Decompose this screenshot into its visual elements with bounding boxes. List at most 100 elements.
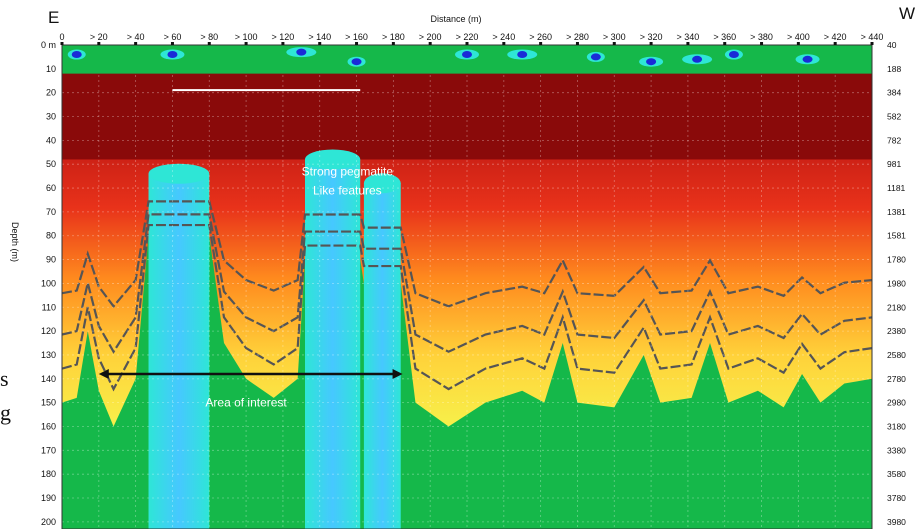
contour-line-2 [62,213,872,354]
area-of-interest-arrow [98,369,403,380]
x-tick-mark [318,42,322,45]
x-tick-label: > 80 [200,32,218,42]
arrow-head-left [98,369,109,380]
surface-anomaly-core [462,51,472,59]
x-tick-mark [833,42,837,45]
high-resistivity-band [62,73,872,160]
y-tick-label: 130 [41,350,56,360]
x-tick-label: > 180 [382,32,405,42]
pegmatite-zone-1 [148,173,210,529]
y-tick-label: 170 [41,445,56,455]
x-tick-label: > 100 [235,32,258,42]
y-tick-label: 40 [46,135,56,145]
surface-anomaly-core [590,53,601,61]
x-tick-mark [60,42,64,45]
y-tick-label: 140 [41,374,56,384]
y-axis-title: Depth (m) [10,222,20,262]
left-edge-glyph-1: s [0,366,9,391]
right-tick-label: 384 [887,88,901,98]
right-tick-label: 3980 [887,517,906,527]
x-tick-label: > 280 [566,32,589,42]
x-tick-mark [244,42,248,45]
surface-anomaly-core [802,55,813,63]
x-tick-mark [355,42,359,45]
right-tick-label: 1780 [887,255,906,265]
x-tick-mark [281,42,285,45]
surface-anomaly-core [692,55,703,63]
right-tick-label: 2580 [887,350,906,360]
arrow-head-right [392,369,403,380]
right-tick-label: 782 [887,135,901,145]
right-tick-label: 3780 [887,493,906,503]
x-tick-label: > 440 [861,32,884,42]
plot-area [62,45,872,529]
x-tick-label: > 320 [640,32,663,42]
pegmatite-zone-cap-3 [363,173,401,194]
x-tick-label: > 120 [272,32,295,42]
y-tick-label: 200 [41,517,56,527]
right-tick-label: 2780 [887,374,906,384]
survey-gap-marker [172,89,361,92]
x-tick-label: > 360 [713,32,736,42]
y-tick-label: 20 [46,88,56,98]
right-tick-label: 1581 [887,231,906,241]
y-tick-label: 120 [41,326,56,336]
x-tick-mark [723,42,727,45]
x-tick-label: > 400 [787,32,810,42]
contour-line-3 [62,223,872,392]
x-tick-label: 0 [59,32,64,42]
y-tick-label: 160 [41,421,56,431]
x-tick-label: > 240 [492,32,515,42]
surface-anomaly-core [167,51,178,59]
x-tick-mark [760,42,764,45]
x-tick-mark [207,42,211,45]
pegmatite-zone-cap-1 [148,163,210,184]
right-tick-label: 40 [887,40,897,50]
left-edge-glyph-2: g [0,400,11,425]
contour-line-1 [62,200,872,309]
x-tick-mark [170,42,174,45]
x-tick-label: > 40 [127,32,145,42]
x-tick-mark [870,42,874,45]
x-tick-label: > 380 [750,32,773,42]
x-axis-title: Distance (m) [430,14,481,24]
right-tick-label: 2980 [887,398,906,408]
resistive-body [62,73,872,427]
y-tick-label: 70 [46,207,56,217]
y-tick-label: 100 [41,278,56,288]
y-tick-label: 10 [46,64,56,74]
right-tick-label: 3380 [887,445,906,455]
x-tick-mark [97,42,101,45]
right-tick-label: 188 [887,64,901,74]
x-tick-label: > 20 [90,32,108,42]
right-tick-label: 582 [887,112,901,122]
y-tick-label: 60 [46,183,56,193]
surface-anomaly-core [71,51,82,59]
right-tick-label: 3180 [887,421,906,431]
x-tick-mark [134,42,138,45]
x-tick-mark [539,42,543,45]
y-tick-label: 150 [41,398,56,408]
x-tick-mark [502,42,506,45]
left-end-label: E [48,8,59,27]
x-tick-label: > 60 [164,32,182,42]
y-tick-label: 30 [46,112,56,122]
x-tick-mark [686,42,690,45]
surface-anomaly-core [517,51,528,59]
right-tick-label: 1181 [887,183,906,193]
x-tick-label: > 340 [677,32,700,42]
x-tick-mark [391,42,395,45]
x-tick-label: > 260 [529,32,552,42]
pegmatite-zone-cap-2 [305,149,361,170]
surface-anomaly-core [351,58,362,66]
x-tick-label: > 160 [345,32,368,42]
y-tick-label: 50 [46,159,56,169]
x-tick-mark [796,42,800,45]
annotation-pegmatite-line2: Like features [313,183,382,197]
right-tick-label: 1980 [887,278,906,288]
x-tick-label: > 140 [308,32,331,42]
right-tick-label: 2380 [887,326,906,336]
x-tick-mark [428,42,432,45]
surface-anomaly-core [296,48,307,56]
